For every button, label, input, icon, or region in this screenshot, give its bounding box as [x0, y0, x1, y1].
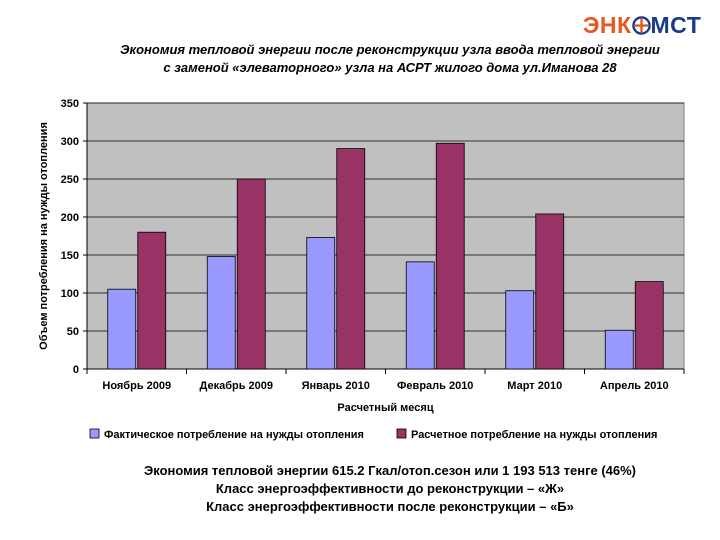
x-tick-label: Февраль 2010	[397, 380, 473, 392]
y-tick-label: 250	[61, 174, 79, 186]
bar-estimated	[236, 178, 266, 370]
bar-estimated	[336, 148, 366, 370]
y-tick-label: 100	[61, 288, 79, 300]
y-tick-label: 350	[61, 98, 79, 110]
class-after: Класс энергоэффективности после реконстр…	[206, 499, 574, 514]
chart-title-line-1: Экономия тепловой энергии после реконстр…	[120, 42, 660, 57]
x-axis-title: Расчетный месяц	[337, 402, 433, 414]
logo-text-left: ЭНК	[583, 12, 632, 38]
savings-summary: Экономия тепловой энергии 615.2 Гкал/ото…	[143, 463, 637, 478]
bar-chart: 0 50 100 150 200 250 300 350 Ноябрь 2009 Декабрь …	[38, 98, 685, 441]
legend-swatch-estimated	[396, 428, 407, 439]
bar-actual	[505, 290, 535, 370]
company-logo: ЭНК МСТ	[583, 12, 701, 39]
chart-title-line-2: с заменой «элеваторного» узла на АСРТ жи…	[163, 60, 617, 75]
bar-estimated	[435, 142, 465, 370]
legend-label-estimated: Расчетное потребление на нужды отопления	[411, 429, 657, 441]
x-tick-label: Апрель 2010	[600, 380, 669, 392]
x-tick-label: Декабрь 2009	[199, 380, 273, 392]
x-tick-label: Ноябрь 2009	[102, 380, 171, 392]
bar-actual	[604, 329, 634, 370]
y-tick-label: 200	[61, 212, 79, 224]
logo-mark-icon	[631, 16, 651, 35]
logo-text-right: МСТ	[650, 12, 702, 38]
bar-actual	[107, 288, 137, 370]
bar-actual	[405, 261, 435, 370]
y-axis-title: Объем потребления на нужды отопления	[38, 122, 50, 350]
x-tick-label: Январь 2010	[302, 380, 370, 392]
legend-label-actual: Фактическое потребление на нужды отоплен…	[104, 429, 364, 441]
bar-estimated	[634, 281, 664, 370]
y-tick-label: 300	[61, 136, 79, 148]
bar-estimated	[535, 213, 565, 370]
plot-area	[86, 102, 685, 370]
y-tick-label: 150	[61, 250, 79, 262]
bar-actual	[206, 256, 236, 370]
bar-estimated	[137, 231, 167, 370]
legend-swatch-actual	[89, 428, 100, 439]
bar-actual	[306, 237, 336, 370]
x-tick-label: Март 2010	[507, 380, 562, 392]
y-tick-label: 0	[73, 364, 79, 376]
class-before: Класс энергоэффективности до реконструкц…	[215, 481, 565, 496]
y-tick-label: 50	[67, 326, 79, 338]
